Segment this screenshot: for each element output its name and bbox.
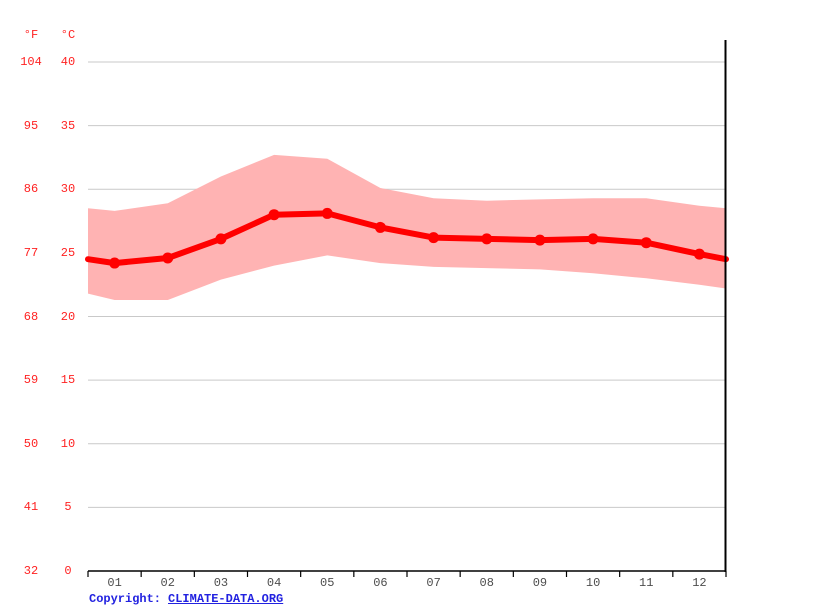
fahrenheit-tick-label: 50	[23, 436, 39, 451]
data-point-markers	[109, 207, 705, 269]
celsius-tick-label: 40	[60, 55, 76, 69]
fahrenheit-tick-label: 104	[20, 55, 42, 69]
month-label-07: 07	[426, 576, 441, 590]
celsius-tick-label: 25	[60, 245, 76, 260]
fahrenheit-tick-label: 68	[23, 309, 39, 324]
x-axis-ticks	[87, 571, 727, 577]
fahrenheit-tick-label: 95	[23, 118, 39, 133]
average-temperature-line	[85, 210, 729, 267]
avg-point-month-02	[162, 252, 174, 264]
avg-point-month-11	[640, 237, 652, 249]
month-label-08: 08	[479, 576, 494, 590]
avg-point-month-07	[428, 232, 440, 244]
avg-point-month-12	[693, 248, 705, 260]
avg-point-month-03	[215, 233, 227, 245]
celsius-tick-label: 10	[60, 436, 76, 451]
month-label-01: 01	[107, 576, 122, 590]
avg-point-month-10	[587, 233, 599, 245]
month-label-10: 10	[585, 576, 601, 590]
celsius-tick-label: 30	[60, 182, 76, 197]
celsius-tick-label: 0	[64, 564, 72, 578]
celsius-tick-label: 35	[60, 118, 76, 133]
avg-point-month-04	[268, 209, 280, 221]
celsius-tick-label: 5	[64, 500, 72, 515]
month-label-06: 06	[373, 576, 388, 590]
celsius-tick-label: 20	[60, 309, 76, 324]
month-label-05: 05	[320, 576, 335, 590]
month-label-12: 12	[692, 576, 707, 590]
fahrenheit-tick-label: 59	[23, 373, 39, 388]
avg-point-month-01	[109, 257, 121, 269]
month-label-04: 04	[266, 576, 282, 590]
fahrenheit-tick-label: 41	[23, 500, 39, 515]
celsius-tick-label: 15	[60, 373, 76, 388]
month-label-09: 09	[532, 576, 548, 590]
avg-point-month-08	[481, 233, 493, 245]
month-label-03: 03	[213, 576, 229, 590]
climate-data-link[interactable]: CLIMATE-DATA.ORG	[168, 592, 284, 606]
footer: Copyright: CLIMATE-DATA.ORG	[89, 592, 283, 606]
fahrenheit-axis-header: °F	[23, 28, 39, 42]
fahrenheit-tick-label: 86	[23, 182, 39, 197]
temperature-range-band	[88, 154, 726, 300]
fahrenheit-tick-label: 32	[23, 564, 39, 578]
avg-point-month-06	[374, 221, 386, 233]
month-label-02: 02	[160, 576, 175, 590]
fahrenheit-tick-label: 77	[23, 245, 39, 260]
copyright-label: Copyright:	[89, 592, 162, 606]
avg-point-month-09	[534, 234, 546, 246]
month-label-11: 11	[639, 576, 654, 590]
avg-point-month-05	[321, 207, 333, 219]
celsius-axis-header: °C	[60, 28, 76, 42]
